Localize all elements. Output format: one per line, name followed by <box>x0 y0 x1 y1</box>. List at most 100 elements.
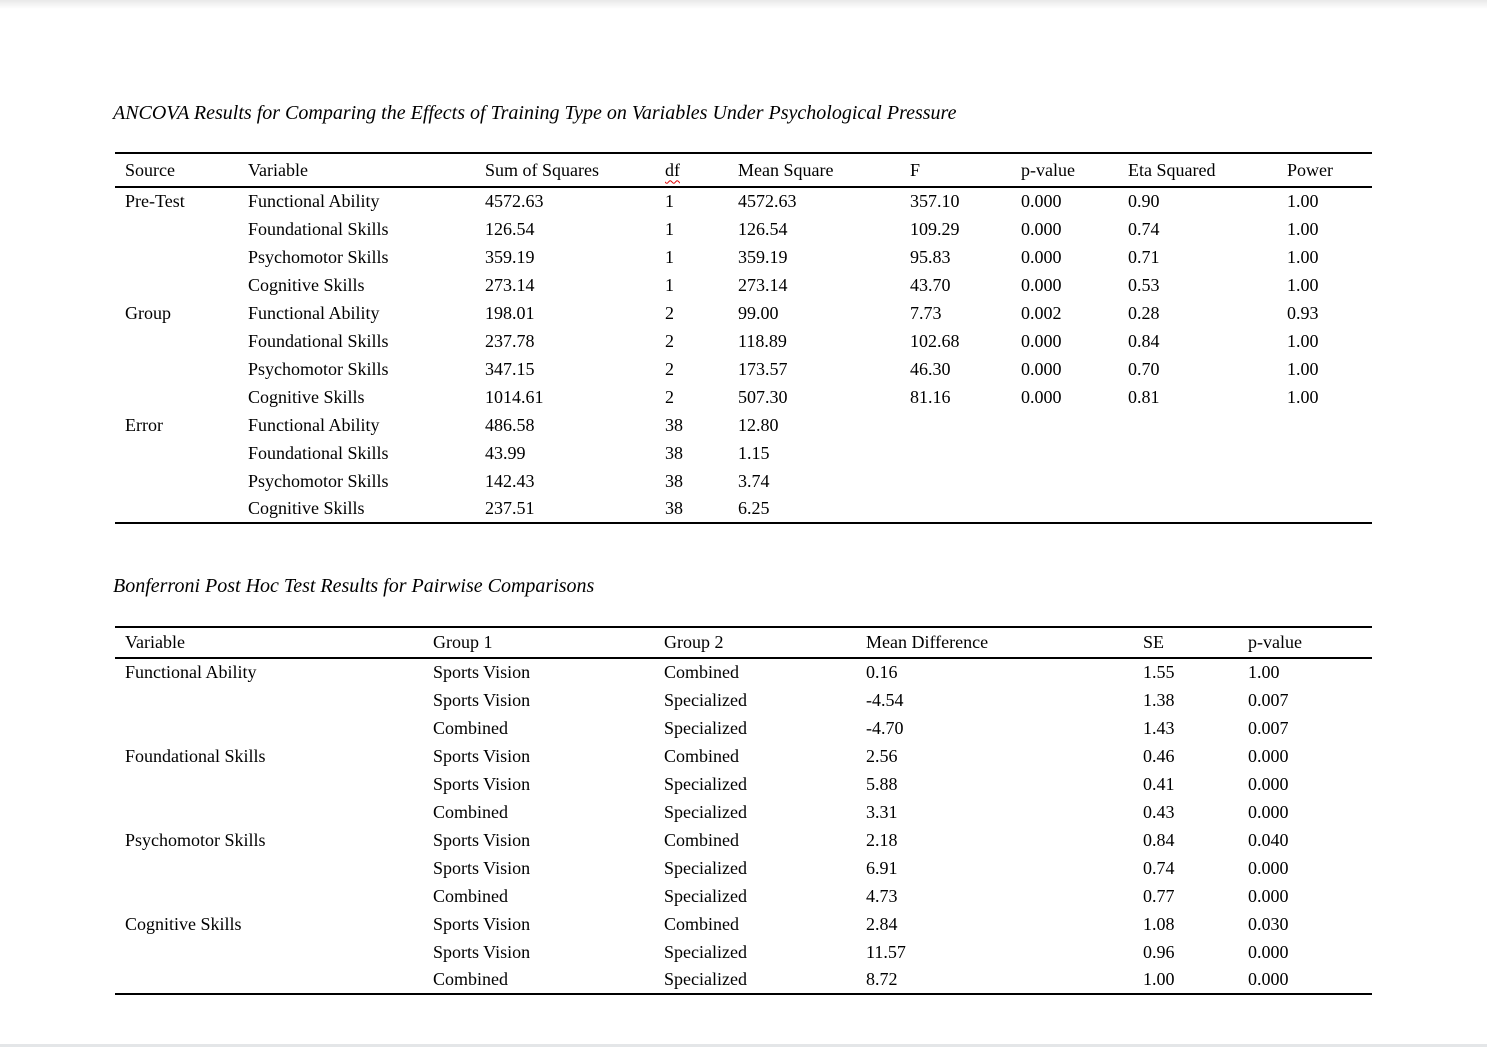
table-cell: Functional Ability <box>248 302 380 323</box>
table-cell: Sports Vision <box>433 773 531 794</box>
column-header: Variable <box>125 632 185 652</box>
table-cell: 0.96 <box>1143 941 1175 962</box>
table-cell: 38 <box>665 414 683 435</box>
table-cell: 11.57 <box>866 941 906 962</box>
table-cell: 1 <box>665 191 674 211</box>
column-header: Power <box>1287 159 1333 180</box>
table-cell: 2 <box>665 302 674 323</box>
table-row: Psychomotor Skills 142.43 38 3.74 <box>115 467 1372 495</box>
table-cell: 1.00 <box>1287 358 1319 379</box>
table-cell <box>910 467 1021 495</box>
table-cell <box>115 383 248 411</box>
table-cell: Foundational Skills <box>248 330 389 351</box>
table-cell: 7.73 <box>910 302 942 323</box>
table-cell: 4.73 <box>866 885 898 906</box>
table-cell: 507.30 <box>738 386 788 407</box>
table-cell: 0.77 <box>1143 885 1175 906</box>
table-cell: Sports Vision <box>433 745 531 766</box>
column-header: F <box>910 159 921 180</box>
table-cell <box>910 411 1021 439</box>
table-row: Psychomotor Skills 359.19 1 359.19 95.83 0.00… <box>115 243 1372 271</box>
table-cell <box>910 495 1021 523</box>
table-cell <box>115 439 248 467</box>
table-cell: 0.000 <box>1248 941 1289 962</box>
table-row: Psychomotor Skills Sports Vision Combined 2… <box>115 826 1372 854</box>
table-cell: 0.000 <box>1021 191 1062 211</box>
table-cell: 46.30 <box>910 358 951 379</box>
ancova-header-row: Source Variable Sum of Squares df Mean Squar… <box>115 153 1372 187</box>
table-cell <box>115 854 433 882</box>
table-cell: 38 <box>665 498 683 518</box>
table-cell <box>910 439 1021 467</box>
table-cell: 0.28 <box>1128 302 1160 323</box>
table-cell <box>115 966 433 994</box>
table-row: Cognitive Skills 1014.61 2 507.30 81.16 0.000… <box>115 383 1372 411</box>
table-cell: Specialized <box>664 857 747 878</box>
table-row: Sports Vision Specialized 11.57 0.96 0.000 <box>115 938 1372 966</box>
column-header: Mean Square <box>738 159 834 180</box>
table-cell: 1 <box>665 246 674 267</box>
table-cell: Combined <box>433 885 508 906</box>
table-cell <box>1287 467 1372 495</box>
table-cell: 0.70 <box>1128 358 1160 379</box>
table-cell: 0.000 <box>1248 773 1289 794</box>
table-cell <box>1287 495 1372 523</box>
table-cell: Sports Vision <box>433 941 531 962</box>
table-cell: 0.000 <box>1021 358 1062 379</box>
table-cell: Cognitive Skills <box>248 498 365 518</box>
table-cell: Foundational Skills <box>248 442 389 463</box>
table-row: Sports Vision Specialized 5.88 0.41 0.000 <box>115 770 1372 798</box>
table-cell: 0.000 <box>1248 969 1289 989</box>
table-cell: 0.74 <box>1128 218 1160 239</box>
table-cell: 1.00 <box>1248 662 1280 682</box>
table-cell: Specialized <box>664 801 747 822</box>
table-row: Sports Vision Specialized -4.54 1.38 0.007 <box>115 686 1372 714</box>
table-cell: 347.15 <box>485 358 535 379</box>
table-cell: 1.00 <box>1287 246 1319 267</box>
table-cell: 0.84 <box>1128 330 1160 351</box>
table-cell: Functional Ability <box>248 414 380 435</box>
table-cell: 0.43 <box>1143 801 1175 822</box>
table-cell: 0.84 <box>1143 829 1175 850</box>
table-cell <box>1287 439 1372 467</box>
column-header: Mean Difference <box>866 632 989 652</box>
ancova-results-table: Source Variable Sum of Squares df Mean Squar… <box>115 152 1372 524</box>
table-cell <box>115 271 248 299</box>
table-cell: 95.83 <box>910 246 951 267</box>
table-cell: 1.00 <box>1287 218 1319 239</box>
table-cell <box>1128 439 1287 467</box>
table-cell: 43.99 <box>485 442 526 463</box>
column-header: SE <box>1143 632 1165 652</box>
table-cell: 1.08 <box>1143 913 1175 934</box>
table-cell <box>115 327 248 355</box>
column-header: Source <box>125 159 175 180</box>
table-cell: Psychomotor Skills <box>248 358 389 379</box>
table-cell: 1.38 <box>1143 689 1175 710</box>
table-cell: 1 <box>665 274 674 295</box>
posthoc-header-row: Variable Group 1 Group 2 Mean Difference SE p… <box>115 627 1372 658</box>
table-cell: 126.54 <box>738 218 788 239</box>
table-cell: 0.000 <box>1248 801 1289 822</box>
column-header: p-value <box>1021 159 1075 180</box>
table-cell: Specialized <box>664 773 747 794</box>
table-row: Cognitive Skills 237.51 38 6.25 <box>115 495 1372 523</box>
table-cell <box>1128 467 1287 495</box>
ancova-table-title: ANCOVA Results for Comparing the Effects… <box>113 102 957 124</box>
table-cell <box>115 215 248 243</box>
table-row: Foundational Skills 126.54 1 126.54 109.29 0.… <box>115 215 1372 243</box>
table-cell: Combined <box>664 745 739 766</box>
table-cell: 0.41 <box>1143 773 1175 794</box>
table-cell <box>1021 467 1128 495</box>
table-cell: 0.81 <box>1128 386 1160 407</box>
table-row: Foundational Skills 237.78 2 118.89 102.68 0.… <box>115 327 1372 355</box>
column-header: Group 1 <box>433 632 493 652</box>
table-cell: 43.70 <box>910 274 951 295</box>
column-header: Group 2 <box>664 632 724 652</box>
table-cell <box>1287 411 1372 439</box>
table-cell <box>1021 495 1128 523</box>
column-header: Sum of Squares <box>485 159 599 180</box>
table-cell: 38 <box>665 470 683 491</box>
table-cell <box>115 495 248 523</box>
table-row: Pre-Test Functional Ability 4572.63 1 4572.6… <box>115 187 1372 215</box>
table-cell: 2.84 <box>866 913 898 934</box>
